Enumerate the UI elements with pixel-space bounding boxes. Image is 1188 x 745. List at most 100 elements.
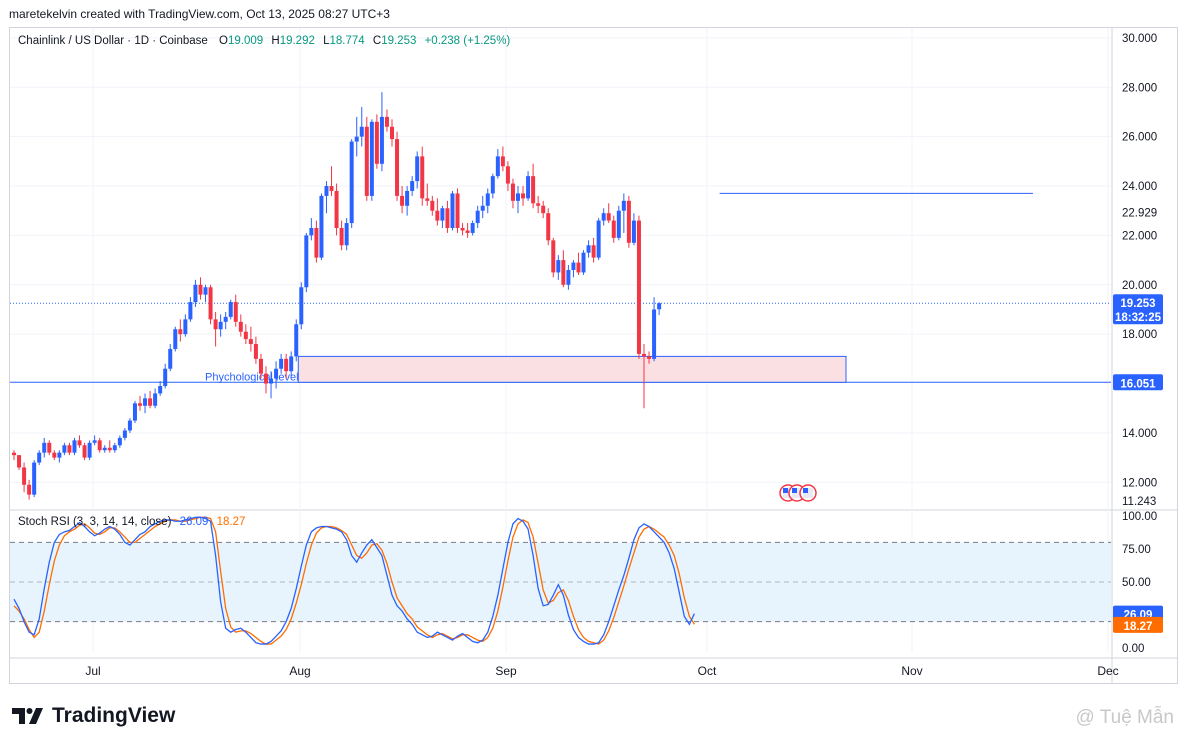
price-legend: Chainlink / US Dollar · 1D · Coinbase O1… [18, 35, 510, 47]
candle [87, 440, 92, 461]
candle-body [405, 190, 410, 206]
candle [374, 114, 379, 169]
candle-body [354, 136, 359, 142]
candle-body [566, 269, 571, 285]
candle [526, 171, 531, 201]
candle-body [374, 121, 379, 164]
candle-body [72, 440, 77, 453]
candle-body [279, 358, 284, 369]
candle-body [415, 156, 420, 182]
candle [536, 195, 541, 214]
candle-body [148, 398, 153, 406]
price-tick-label: 14.000 [1122, 428, 1157, 440]
candle-body [490, 176, 495, 194]
candle [264, 366, 268, 394]
candle [334, 183, 339, 236]
candle-body [329, 186, 334, 191]
open-key: O [219, 35, 228, 47]
price-tick-label: 12.000 [1122, 477, 1157, 489]
candle-body [22, 467, 27, 485]
candle-body [395, 139, 400, 196]
last-price-badge-text: 19.253 [1120, 298, 1155, 310]
candle-body [163, 368, 168, 387]
time-tick-label: Dec [1097, 664, 1118, 678]
flag-canton [792, 488, 797, 493]
candle [198, 277, 203, 300]
close-key: C [372, 35, 382, 47]
candle [42, 437, 47, 458]
candle [344, 218, 349, 251]
candle-body [309, 227, 314, 236]
candle [82, 442, 87, 461]
candle [37, 450, 42, 466]
price-tick-label: 28.000 [1122, 82, 1157, 94]
candle-body [284, 358, 289, 372]
demand-zone [297, 355, 847, 383]
candle-body [410, 181, 415, 191]
candle [369, 119, 374, 201]
candle-body [636, 220, 641, 354]
candle [158, 381, 163, 396]
candle-body [379, 116, 384, 164]
candle [57, 450, 62, 463]
candle-body [42, 442, 47, 453]
candle [521, 186, 526, 206]
support-level-label: Phychological level [205, 371, 299, 383]
candle-body [102, 447, 107, 451]
candle [379, 92, 384, 172]
brand-name: TradingView [52, 704, 176, 727]
support-price-badge: 16.051 [1113, 374, 1163, 391]
support-price-badge-text: 16.051 [1120, 378, 1156, 390]
candle [657, 302, 662, 316]
candle-body [349, 141, 354, 224]
candle-body [188, 302, 193, 320]
candle [400, 186, 405, 214]
candle-body [238, 321, 243, 332]
candle-body [505, 166, 510, 184]
candle-body [541, 205, 546, 214]
candle [616, 205, 621, 241]
candle [485, 188, 490, 214]
candle-body [198, 284, 203, 295]
tradingview-logo[interactable]: TradingView [12, 704, 175, 728]
candle [591, 237, 596, 263]
candle [52, 450, 57, 461]
stoch-rsi-d-value: 18.27 [216, 516, 246, 528]
candle-body [445, 208, 450, 228]
candle-body [420, 156, 425, 199]
candle [470, 220, 475, 236]
candle [67, 442, 72, 456]
candle-body [526, 176, 531, 199]
time-tick-label: Nov [901, 664, 922, 678]
candle [455, 188, 460, 233]
stoch-d-badge: 18.27 [1113, 616, 1163, 633]
candle [435, 198, 440, 226]
candle-body [546, 213, 551, 241]
candle [47, 440, 52, 456]
candle-body [500, 156, 505, 167]
candle [349, 139, 354, 228]
time-tick-label: Aug [289, 664, 310, 678]
candle-body [218, 321, 223, 330]
candle [143, 393, 148, 414]
candle [258, 353, 263, 379]
candle [218, 314, 223, 337]
candle-body [153, 393, 158, 406]
candle [516, 186, 520, 214]
candle-body [52, 452, 57, 458]
candle-body [465, 230, 470, 233]
candle [601, 208, 606, 226]
candle [647, 351, 652, 364]
candle [596, 218, 601, 261]
author-watermark: @ Tuệ Mẫn [1075, 707, 1175, 728]
stoch-rsi-legend: Stoch RSI (3, 3, 14, 14, close) 26.09 18… [18, 516, 245, 528]
candle [359, 107, 364, 147]
publisher-header: maretekelvin created with TradingView.co… [9, 7, 390, 21]
candle [107, 440, 112, 453]
candle [12, 450, 16, 461]
candle [284, 353, 289, 379]
candle [294, 319, 299, 362]
candle [304, 232, 309, 293]
candle-body [67, 445, 72, 453]
